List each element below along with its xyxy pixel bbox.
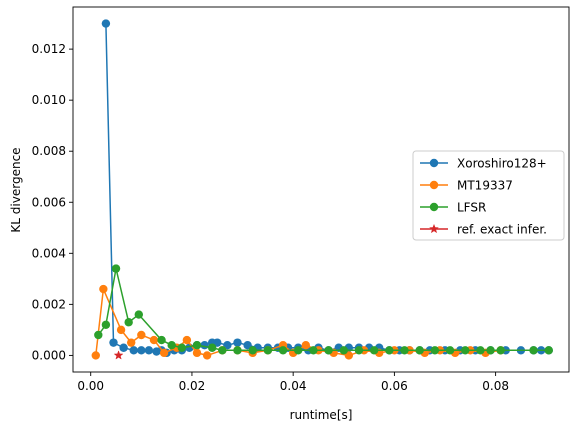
series-2 bbox=[94, 264, 553, 355]
data-point bbox=[344, 351, 354, 360]
data-point bbox=[200, 341, 209, 350]
data-point bbox=[167, 341, 176, 350]
data-point bbox=[94, 330, 103, 340]
legend-label: Xoroshiro128+ bbox=[457, 157, 547, 171]
y-axis-ticks: 0.000 0.002 0.004 0.006 0.008 0.010 0.012 bbox=[32, 42, 73, 362]
x-tick-label: 0.02 bbox=[179, 379, 206, 393]
y-axis-label: KL divergence bbox=[9, 147, 23, 232]
data-point bbox=[476, 346, 485, 355]
data-point bbox=[544, 346, 553, 355]
legend-item: MT19337 bbox=[420, 179, 513, 193]
data-point bbox=[91, 351, 100, 360]
data-point bbox=[430, 346, 440, 355]
legend-label: ref. exact infer. bbox=[457, 223, 547, 237]
x-axis-ticks: 0.00 0.02 0.04 0.06 0.08 bbox=[77, 372, 509, 393]
data-point bbox=[248, 346, 257, 355]
data-point bbox=[144, 346, 154, 355]
legend-item: Xoroshiro128+ bbox=[420, 157, 547, 171]
data-point bbox=[202, 351, 212, 360]
x-tick-label: 0.04 bbox=[280, 379, 307, 393]
data-point bbox=[101, 320, 111, 329]
data-point bbox=[415, 346, 424, 355]
data-point bbox=[278, 346, 288, 355]
data-point bbox=[385, 346, 394, 355]
plot-frame bbox=[72, 6, 570, 373]
data-point bbox=[445, 346, 455, 355]
legend-marker bbox=[429, 180, 439, 190]
data-point bbox=[218, 346, 227, 355]
data-point bbox=[243, 341, 252, 350]
x-axis-label: runtime[s] bbox=[290, 408, 353, 422]
y-tick-label: 0.004 bbox=[32, 246, 66, 260]
data-point bbox=[119, 343, 128, 352]
y-tick-label: 0.008 bbox=[32, 144, 66, 158]
legend-marker bbox=[429, 158, 439, 168]
series-layer bbox=[91, 19, 553, 360]
data-point bbox=[192, 348, 202, 358]
legend-item: ref. exact infer. bbox=[420, 223, 547, 237]
data-point bbox=[113, 350, 124, 360]
data-point bbox=[309, 346, 318, 355]
y-tick-label: 0.000 bbox=[32, 348, 66, 362]
data-point bbox=[400, 346, 409, 355]
data-point bbox=[301, 341, 311, 350]
y-tick-label: 0.010 bbox=[32, 93, 66, 107]
data-point bbox=[233, 346, 242, 355]
data-point bbox=[529, 346, 538, 355]
legend-item: LFSR bbox=[420, 201, 486, 215]
data-point bbox=[233, 338, 242, 347]
series-3 bbox=[113, 350, 124, 360]
data-point bbox=[207, 343, 217, 352]
y-tick-label: 0.012 bbox=[32, 42, 66, 56]
data-point bbox=[369, 346, 379, 355]
data-point bbox=[213, 338, 222, 347]
data-point bbox=[99, 284, 108, 294]
legend: Xoroshiro128+ MT19337 LFSR ref. exact infer… bbox=[412, 150, 565, 241]
x-tick-label: 0.06 bbox=[381, 379, 408, 393]
data-point bbox=[127, 338, 136, 347]
data-point bbox=[461, 346, 470, 355]
data-point bbox=[111, 264, 121, 273]
data-point bbox=[129, 346, 138, 355]
y-tick-label: 0.006 bbox=[32, 195, 66, 209]
legend-label: LFSR bbox=[457, 201, 486, 215]
data-point bbox=[116, 325, 126, 335]
data-point bbox=[182, 335, 192, 345]
data-point bbox=[324, 346, 333, 355]
data-point bbox=[134, 310, 143, 319]
data-point bbox=[223, 341, 232, 350]
data-point bbox=[192, 341, 202, 350]
legend-marker bbox=[429, 202, 439, 212]
x-tick-label: 0.00 bbox=[77, 379, 104, 393]
data-point bbox=[496, 346, 505, 355]
data-point bbox=[294, 346, 303, 355]
data-point bbox=[137, 346, 146, 355]
legend-box bbox=[412, 150, 565, 241]
data-point bbox=[157, 335, 166, 345]
y-tick-label: 0.002 bbox=[32, 297, 66, 311]
x-tick-label: 0.08 bbox=[482, 379, 509, 393]
data-point bbox=[159, 348, 169, 358]
data-point bbox=[177, 343, 187, 352]
data-point bbox=[109, 338, 118, 347]
data-point bbox=[124, 318, 133, 327]
legend-label: MT19337 bbox=[457, 179, 513, 193]
data-point bbox=[486, 346, 495, 355]
data-point bbox=[137, 330, 146, 340]
legend-marker bbox=[429, 223, 439, 234]
data-point bbox=[339, 346, 348, 355]
data-point bbox=[101, 19, 111, 28]
data-point bbox=[149, 335, 159, 345]
data-point bbox=[354, 346, 364, 355]
series-line-2 bbox=[97, 267, 549, 352]
data-point bbox=[263, 346, 273, 355]
